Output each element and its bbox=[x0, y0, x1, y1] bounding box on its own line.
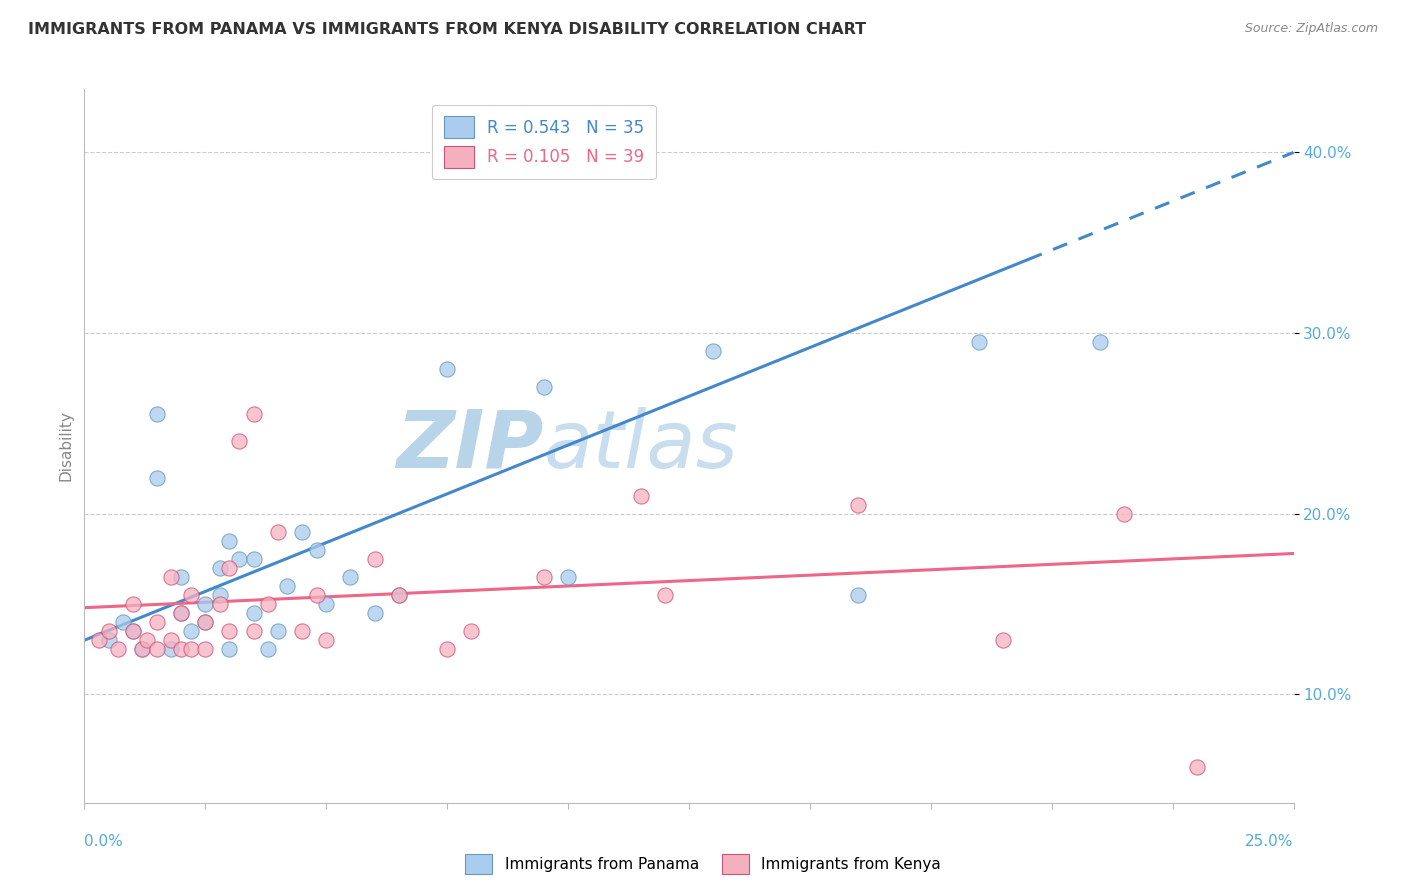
Point bbox=[180, 588, 202, 602]
Point bbox=[436, 362, 458, 376]
Point bbox=[654, 588, 676, 602]
Point bbox=[315, 633, 337, 648]
Point bbox=[967, 335, 990, 350]
Point bbox=[107, 642, 129, 657]
Point bbox=[160, 633, 183, 648]
Point bbox=[160, 642, 183, 657]
Point bbox=[557, 570, 579, 584]
Point bbox=[242, 552, 264, 566]
Point bbox=[194, 615, 217, 629]
Legend: R = 0.543   N = 35, R = 0.105   N = 39: R = 0.543 N = 35, R = 0.105 N = 39 bbox=[432, 104, 655, 179]
Point bbox=[228, 434, 250, 449]
Point bbox=[702, 344, 724, 359]
Point bbox=[460, 624, 482, 639]
Point bbox=[87, 633, 110, 648]
Point bbox=[170, 606, 193, 620]
Point bbox=[208, 561, 231, 575]
Point bbox=[993, 633, 1015, 648]
Point bbox=[388, 588, 411, 602]
Point bbox=[436, 642, 458, 657]
Point bbox=[257, 642, 280, 657]
Point bbox=[131, 642, 153, 657]
Point bbox=[1114, 507, 1136, 521]
Point bbox=[533, 380, 555, 394]
Point bbox=[267, 624, 290, 639]
Legend: Immigrants from Panama, Immigrants from Kenya: Immigrants from Panama, Immigrants from … bbox=[458, 848, 948, 880]
Point bbox=[160, 570, 183, 584]
Point bbox=[291, 624, 314, 639]
Point bbox=[363, 552, 385, 566]
Text: IMMIGRANTS FROM PANAMA VS IMMIGRANTS FROM KENYA DISABILITY CORRELATION CHART: IMMIGRANTS FROM PANAMA VS IMMIGRANTS FRO… bbox=[28, 22, 866, 37]
Point bbox=[218, 624, 240, 639]
Point bbox=[146, 470, 169, 484]
Point bbox=[121, 597, 143, 611]
Point bbox=[208, 588, 231, 602]
Point bbox=[242, 624, 264, 639]
Point bbox=[121, 624, 143, 639]
Point bbox=[146, 642, 169, 657]
Point bbox=[112, 615, 135, 629]
Point bbox=[305, 542, 328, 557]
Point bbox=[180, 624, 202, 639]
Text: Source: ZipAtlas.com: Source: ZipAtlas.com bbox=[1244, 22, 1378, 36]
Point bbox=[228, 552, 250, 566]
Text: ZIP: ZIP bbox=[396, 407, 544, 485]
Point bbox=[242, 606, 264, 620]
Point bbox=[533, 570, 555, 584]
Point bbox=[242, 408, 264, 422]
Point bbox=[1185, 759, 1208, 773]
Point bbox=[218, 642, 240, 657]
Point bbox=[131, 642, 153, 657]
Point bbox=[180, 642, 202, 657]
Point bbox=[305, 588, 328, 602]
Point bbox=[315, 597, 337, 611]
Point bbox=[146, 615, 169, 629]
Point bbox=[1088, 335, 1111, 350]
Point bbox=[97, 624, 120, 639]
Point bbox=[218, 533, 240, 548]
Point bbox=[276, 579, 298, 593]
Point bbox=[339, 570, 361, 584]
Point bbox=[170, 642, 193, 657]
Point bbox=[146, 408, 169, 422]
Point bbox=[846, 588, 869, 602]
Point bbox=[363, 606, 385, 620]
Text: atlas: atlas bbox=[544, 407, 738, 485]
Point bbox=[846, 498, 869, 512]
Point bbox=[136, 633, 159, 648]
Point bbox=[170, 570, 193, 584]
Point bbox=[194, 642, 217, 657]
Text: 0.0%: 0.0% bbox=[84, 834, 124, 849]
Point bbox=[630, 489, 652, 503]
Point bbox=[291, 524, 314, 539]
Point bbox=[267, 524, 290, 539]
Text: 25.0%: 25.0% bbox=[1246, 834, 1294, 849]
Point bbox=[170, 606, 193, 620]
Y-axis label: Disability: Disability bbox=[58, 410, 73, 482]
Point bbox=[208, 597, 231, 611]
Point bbox=[97, 633, 120, 648]
Point bbox=[194, 597, 217, 611]
Point bbox=[194, 615, 217, 629]
Point bbox=[257, 597, 280, 611]
Point bbox=[388, 588, 411, 602]
Point bbox=[218, 561, 240, 575]
Point bbox=[121, 624, 143, 639]
